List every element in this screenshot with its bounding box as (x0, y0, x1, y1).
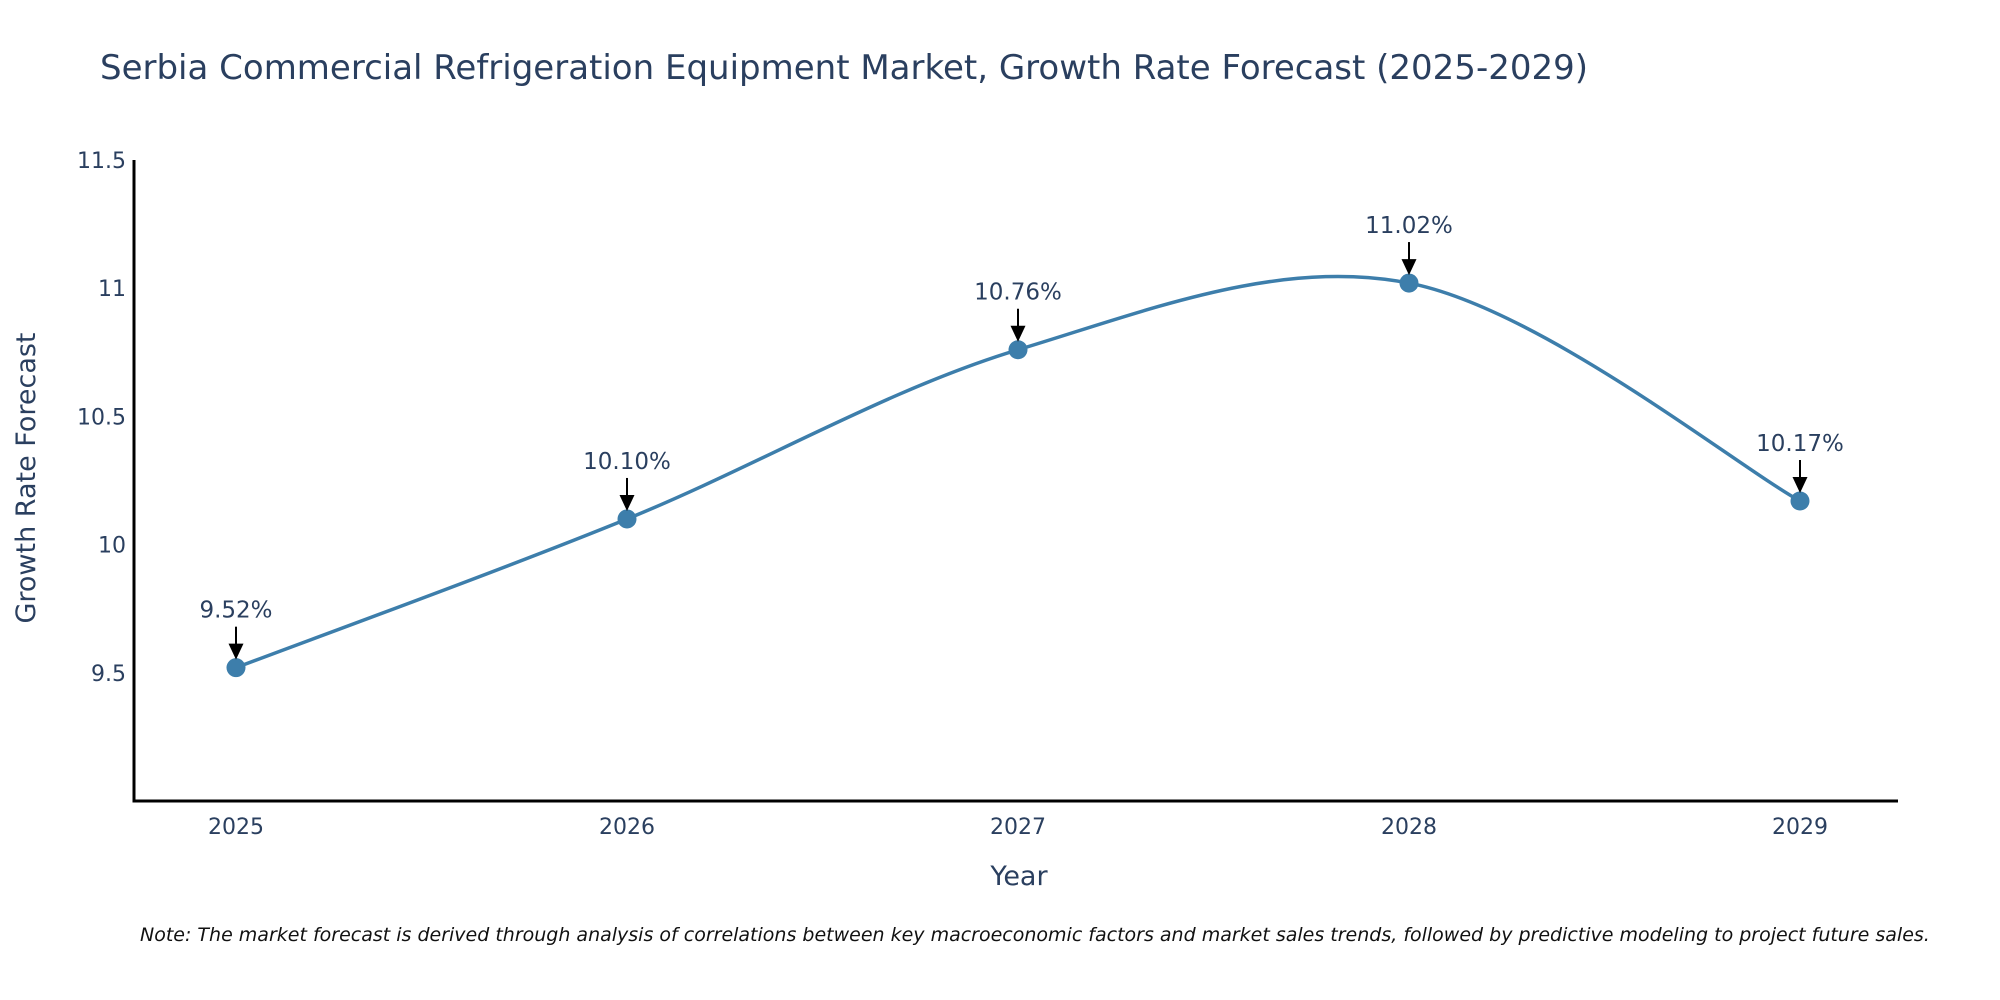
plot-area (226, 273, 1810, 678)
y-tick-label: 10 (98, 534, 126, 559)
annotation-arrow-head (1792, 477, 1808, 494)
footnote: Note: The market forecast is derived thr… (140, 924, 1930, 946)
data-label: 11.02% (1365, 213, 1453, 239)
chart-title: Serbia Commercial Refrigeration Equipmen… (100, 48, 1588, 88)
annotation-arrow-head (228, 643, 244, 660)
data-point[interactable] (1790, 491, 1810, 511)
data-label: 10.17% (1756, 431, 1844, 457)
x-tick-label: 2027 (990, 815, 1046, 840)
x-tick-label: 2025 (208, 815, 264, 840)
x-tick-label: 2026 (599, 815, 655, 840)
annotation-arrow-head (1401, 259, 1417, 276)
annotation-arrow-head (619, 494, 635, 511)
data-point[interactable] (617, 509, 637, 529)
y-axis-ticks: 9.5 10 10.5 11 11.5 (77, 149, 126, 687)
x-tick-label: 2029 (1772, 815, 1828, 840)
y-tick-label: 11.5 (77, 149, 126, 174)
data-annotations: 9.52% 10.10% 10.76% 11.02% 10.17% (199, 213, 1844, 660)
data-point[interactable] (1399, 273, 1419, 293)
y-tick-label: 9.5 (91, 662, 126, 687)
data-label: 10.10% (583, 449, 671, 475)
data-point[interactable] (1008, 340, 1028, 360)
y-axis-title: Growth Rate Forecast (11, 332, 42, 623)
y-tick-label: 11 (98, 277, 126, 302)
x-axis-ticks: 2025 2026 2027 2028 2029 (208, 815, 1828, 840)
annotation-arrow-head (1010, 325, 1026, 342)
data-point[interactable] (226, 658, 246, 678)
x-tick-label: 2028 (1381, 815, 1437, 840)
data-label: 9.52% (199, 598, 272, 624)
y-tick-label: 10.5 (77, 405, 126, 430)
data-label: 10.76% (974, 280, 1062, 306)
x-axis-title: Year (989, 861, 1048, 892)
